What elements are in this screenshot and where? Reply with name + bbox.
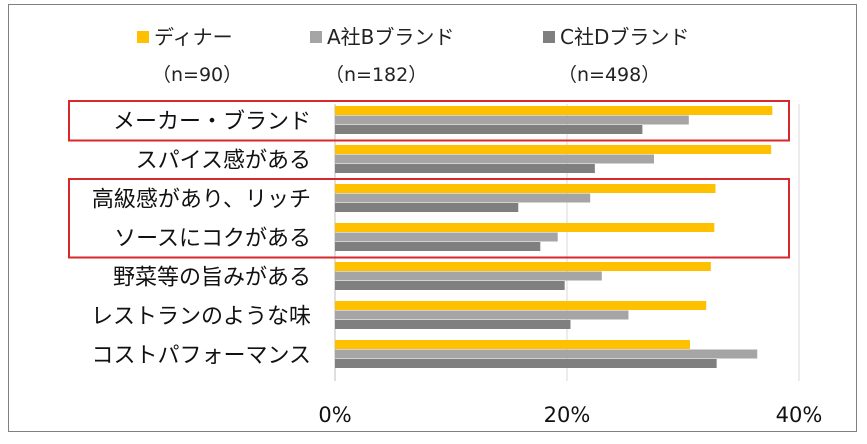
highlight-boxes <box>68 100 790 259</box>
highlight-box <box>68 178 790 259</box>
category-label: 高級感があり、リッチ <box>92 187 311 212</box>
legend-series-name: A社Bブランド <box>327 25 454 49</box>
bar <box>335 154 654 164</box>
bar <box>335 262 711 271</box>
legend-series-name: ディナー <box>154 25 233 49</box>
category-label: 野菜等の旨みがある <box>113 265 311 290</box>
bar <box>335 125 643 134</box>
legend-sample-size: （n=498） <box>558 64 660 86</box>
bar <box>335 115 689 125</box>
category-label: コストパフォーマンス <box>91 343 311 368</box>
bar <box>335 223 715 232</box>
bar <box>335 310 629 320</box>
bar <box>335 193 591 203</box>
bar <box>335 232 558 242</box>
x-axis-ticks: 0% 20% 40% <box>318 403 822 427</box>
x-tick-label: 20% <box>544 403 591 427</box>
bar <box>335 301 707 310</box>
bar <box>335 145 772 154</box>
bar <box>335 271 602 281</box>
legend-swatch <box>137 31 149 43</box>
category-label: メーカー・ブランド <box>113 109 311 134</box>
bar <box>335 164 595 173</box>
bar <box>335 203 519 212</box>
category-label: ソースにコクがある <box>114 226 311 251</box>
category-labels: メーカー・ブランドスパイス感がある高級感があり、リッチソースにコクがある野菜等の… <box>91 109 311 368</box>
legend: ディナー （n=90） A社Bブランド （n=182） C社Dブランド （n=498） <box>137 25 689 86</box>
bar <box>335 359 717 368</box>
bar <box>335 281 565 290</box>
bar <box>335 340 690 349</box>
bar <box>335 184 716 193</box>
highlight-box <box>68 100 790 142</box>
category-label: レストランのような味 <box>91 304 311 329</box>
x-tick-label: 40% <box>776 403 823 427</box>
legend-swatch <box>543 31 555 43</box>
legend-series-name: C社Dブランド <box>560 25 689 49</box>
bar <box>335 349 758 359</box>
category-label: スパイス感がある <box>136 148 311 173</box>
legend-sample-size: （n=182） <box>325 64 427 86</box>
x-tick-label: 0% <box>318 403 351 427</box>
bar <box>335 242 541 251</box>
bar <box>335 106 773 115</box>
bars <box>335 106 773 368</box>
legend-sample-size: （n=90） <box>152 64 242 86</box>
legend-swatch <box>310 31 322 43</box>
bar <box>335 320 571 329</box>
